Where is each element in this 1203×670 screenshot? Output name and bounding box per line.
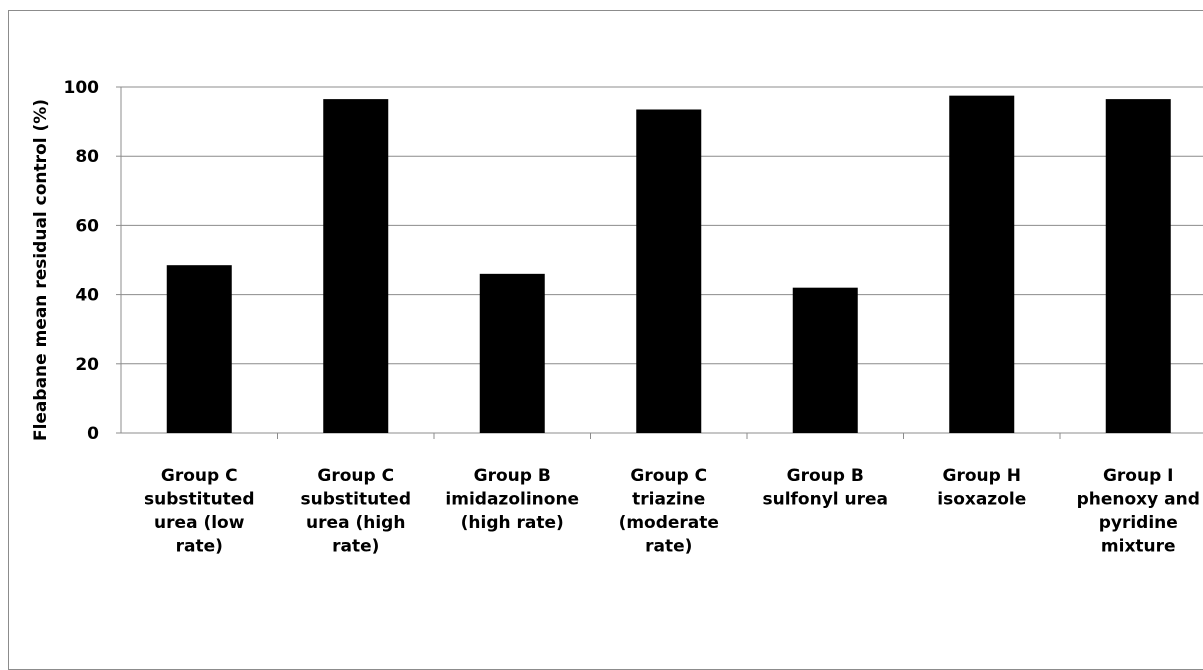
y-tick-label-40: 40 <box>75 286 99 306</box>
y-tick-label-100: 100 <box>64 78 100 98</box>
y-tick-label-60: 60 <box>75 216 99 236</box>
bar-4 <box>636 109 702 434</box>
bar-5 <box>792 287 858 433</box>
bar-6 <box>949 95 1015 434</box>
bar-2 <box>323 99 389 434</box>
y-tick-label-20: 20 <box>75 355 99 375</box>
bar-7 <box>1105 99 1171 434</box>
y-tick-label-0: 0 <box>87 424 99 444</box>
bar-1 <box>166 265 232 433</box>
y-axis-label: Fleabane mean residual control (%) <box>31 99 51 441</box>
bar-3 <box>479 273 545 433</box>
bar-chart: Fleabane mean residual control (%) 0 20 40… <box>31 78 1203 557</box>
y-tick-label-80: 80 <box>75 147 99 167</box>
